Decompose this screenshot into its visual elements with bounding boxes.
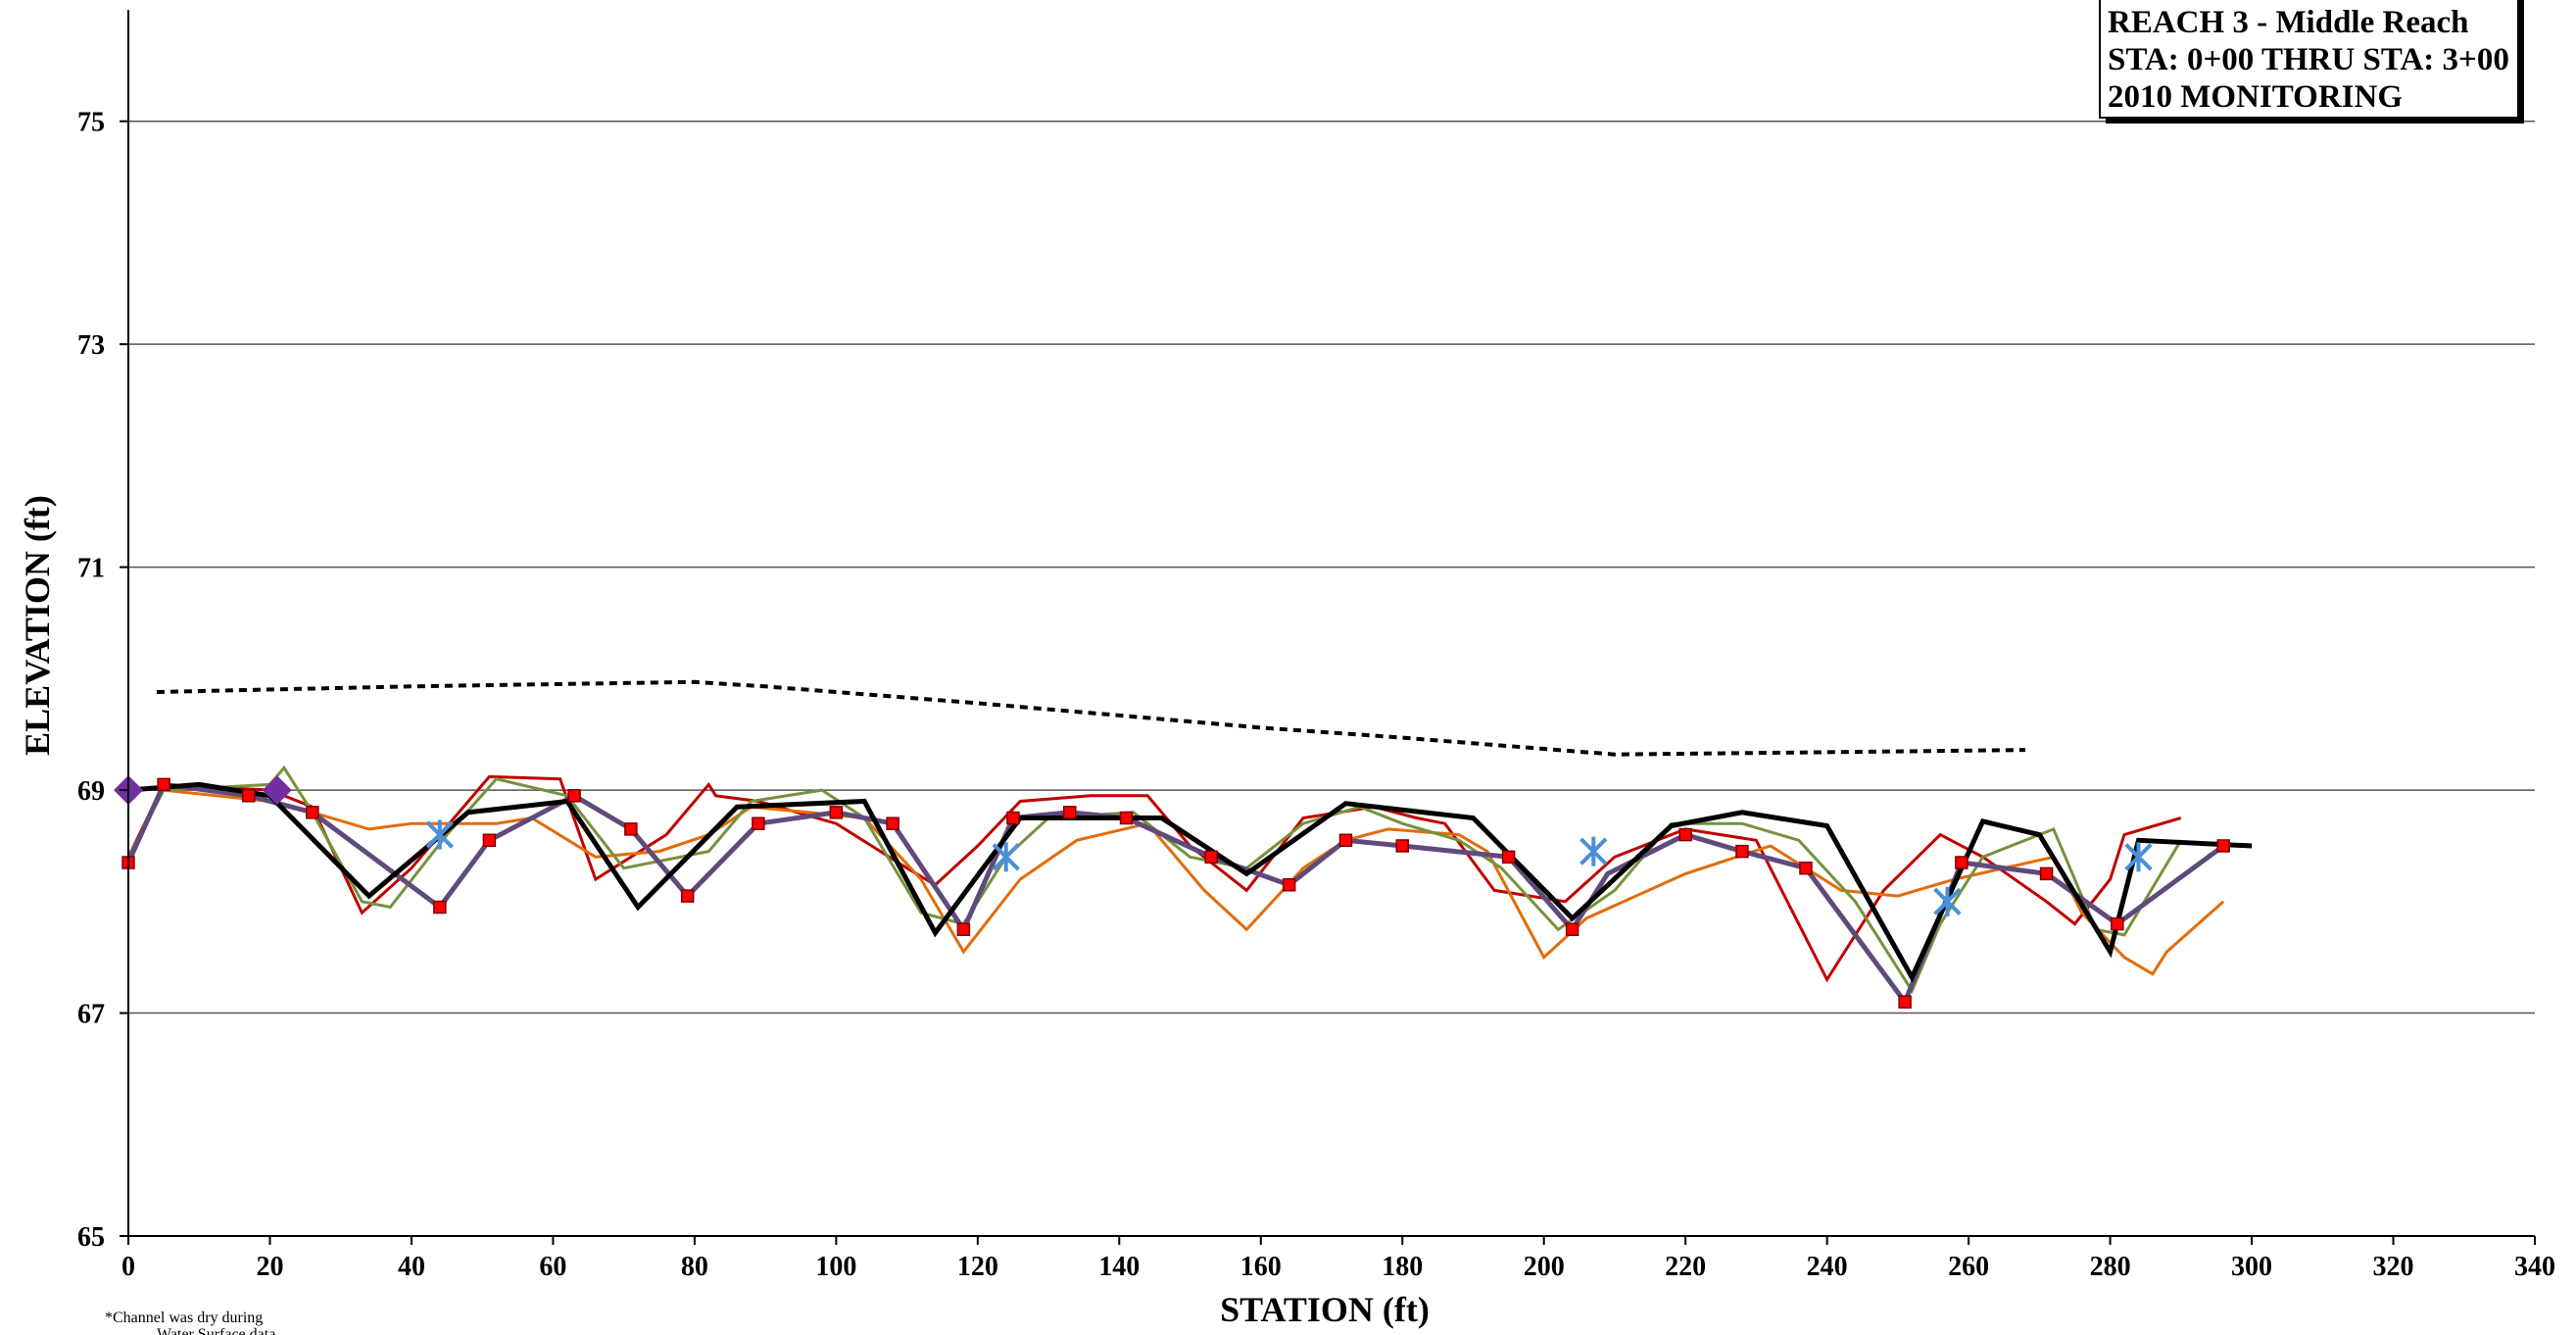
y-tick-label: 65 (77, 1222, 105, 1253)
square-marker (1062, 806, 1077, 819)
x-tick-label: 320 (2373, 1252, 2414, 1282)
series-line-6 (127, 781, 2253, 983)
title-line-2: STA: 0+00 THRU STA: 3+00 (2108, 42, 2509, 77)
x-tick-label: 80 (681, 1252, 708, 1282)
x-tick-labels: 0 20 40 60 80 100 120 140 160 180 200 220 240 260 280 3… (122, 1252, 2555, 1282)
x-axis-title: STATION (ft) (1220, 1290, 1430, 1329)
y-tick-label: 75 (77, 108, 105, 138)
x-tick-label: 160 (1240, 1252, 1282, 1282)
series-line-1 (156, 679, 2025, 757)
square-marker (2216, 839, 2230, 853)
square-marker (2111, 916, 2124, 931)
square-marker (157, 777, 170, 792)
square-marker (2039, 866, 2054, 881)
square-marker (1282, 878, 1296, 892)
x-tick-label: 180 (1382, 1252, 1423, 1282)
y-axis-title: ELEVATION (ft) (18, 495, 57, 756)
x-tick-label: 280 (2090, 1252, 2131, 1282)
y-tick-label: 67 (77, 1000, 105, 1030)
x-tick-label: 20 (256, 1252, 283, 1282)
square-marker (680, 889, 695, 903)
axes (120, 10, 2536, 1245)
y-tick-label: 69 (77, 776, 105, 807)
title-box: REACH 3 - Middle Reach STA: 0+00 THRU ST… (2099, 0, 2524, 124)
footnote-line-2: Water Surface data (157, 1326, 275, 1335)
square-marker (956, 922, 971, 936)
square-marker (1565, 922, 1580, 936)
series-markers (114, 775, 2230, 1009)
square-marker (306, 806, 319, 819)
diamond-marker (262, 775, 292, 806)
asterisk-marker (2124, 842, 2153, 872)
x-tick-label: 340 (2514, 1252, 2555, 1282)
x-tick-label: 200 (1524, 1252, 1565, 1282)
x-tick-label: 60 (539, 1252, 566, 1282)
square-marker (482, 833, 497, 848)
square-marker (1395, 839, 1409, 853)
asterisk-marker (1933, 886, 1962, 916)
asterisk-marker (425, 819, 454, 850)
square-marker (829, 806, 844, 819)
square-marker (1799, 861, 1813, 875)
gridlines (128, 120, 2535, 1014)
x-tick-label: 260 (1948, 1252, 1989, 1282)
square-marker (1119, 811, 1134, 825)
y-tick-label: 73 (77, 330, 105, 361)
y-tick-labels: 65 67 69 71 73 75 (77, 108, 105, 1253)
y-tick-label: 71 (77, 554, 105, 584)
series-line-2 (126, 774, 2182, 983)
square-marker (1006, 811, 1020, 825)
square-marker (1501, 850, 1516, 865)
square-marker (886, 816, 899, 830)
square-marker (752, 816, 765, 830)
square-marker (567, 789, 581, 803)
x-tick-label: 120 (957, 1252, 998, 1282)
square-marker (242, 789, 256, 803)
x-tick-label: 0 (122, 1252, 135, 1282)
title-line-1: REACH 3 - Middle Reach (2108, 5, 2468, 40)
square-marker (1955, 856, 1968, 869)
asterisk-marker (992, 842, 1020, 872)
footnote-line-1: *Channel was dry during (105, 1310, 263, 1326)
series-line-3 (126, 788, 2225, 976)
square-marker (624, 822, 638, 836)
x-tick-label: 100 (815, 1252, 856, 1282)
square-marker (1338, 833, 1353, 848)
x-tick-label: 240 (1807, 1252, 1848, 1282)
title-line-3: 2010 MONITORING (2108, 79, 2403, 115)
square-marker (1735, 844, 1749, 859)
square-marker (1898, 995, 1912, 1009)
square-marker (433, 900, 447, 915)
x-tick-label: 40 (398, 1252, 425, 1282)
asterisk-marker (1580, 836, 1608, 866)
square-marker (1204, 850, 1218, 865)
x-tick-label: 140 (1098, 1252, 1140, 1282)
x-tick-label: 220 (1665, 1252, 1706, 1282)
x-tick-label: 300 (2231, 1252, 2272, 1282)
square-marker (1678, 827, 1692, 842)
